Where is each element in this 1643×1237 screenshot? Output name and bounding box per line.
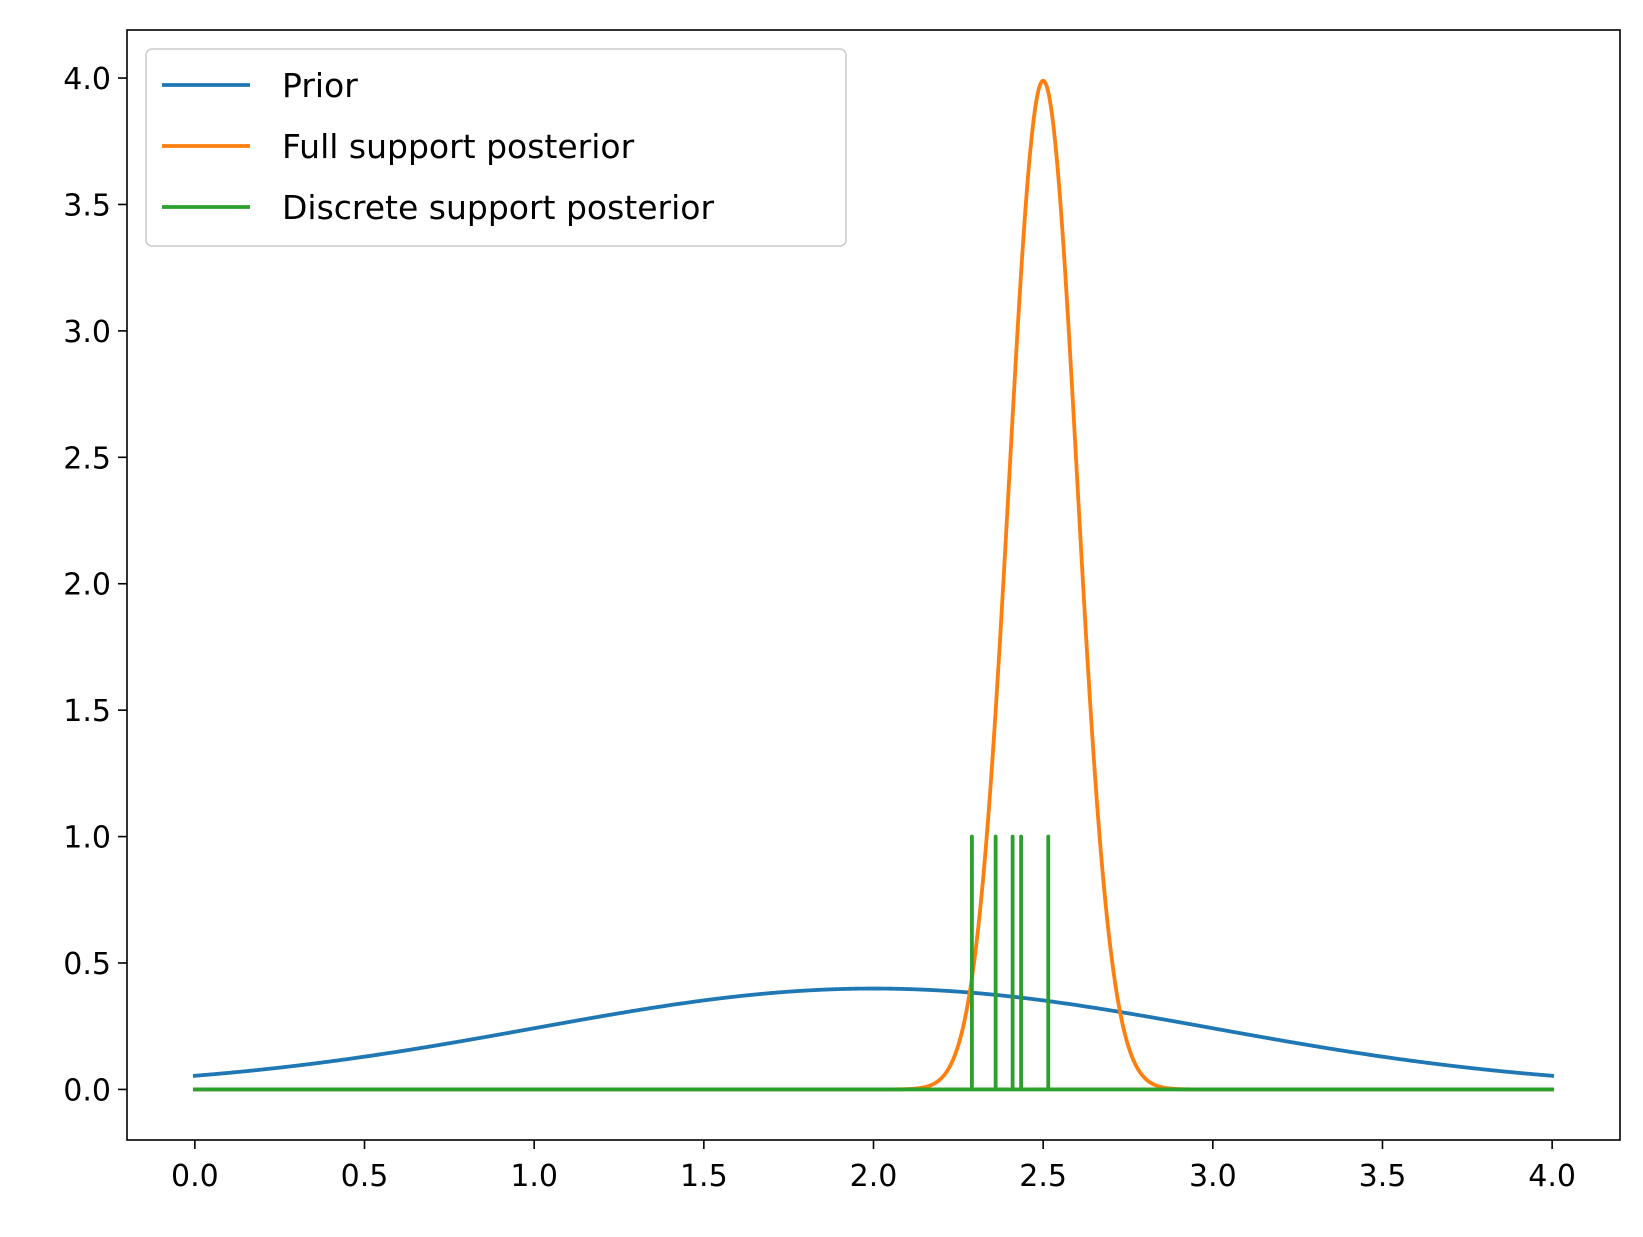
x-tick-label: 1.5 [680,1159,728,1194]
x-tick-label: 1.0 [510,1159,558,1194]
x-tick-label: 3.5 [1359,1159,1407,1194]
legend-box [145,48,847,247]
legend-label: Full support posterior [282,127,635,166]
y-tick-label: 1.5 [63,694,111,729]
y-tick-label: 0.0 [63,1073,111,1108]
y-tick-label: 2.0 [63,568,111,603]
x-tick-label: 2.5 [1019,1159,1067,1194]
y-axis: 0.0 0.5 1.0 1.5 2.0 2.5 3.0 3.5 4.0 [63,62,127,1108]
x-tick-label: 3.0 [1189,1159,1237,1194]
y-tick-label: 1.0 [63,821,111,856]
y-tick-label: 3.5 [63,188,111,223]
x-tick-label: 4.0 [1528,1159,1576,1194]
y-tick-label: 4.0 [63,62,111,97]
x-axis: 0.0 0.5 1.0 1.5 2.0 2.5 3.0 3.5 4.0 [171,1140,1576,1194]
plot-lines [192,78,1555,1092]
y-tick-label: 0.5 [63,947,111,982]
y-tick-label: 3.0 [63,315,111,350]
legend-label: Discrete support posterior [282,188,714,227]
y-tick-label: 2.5 [63,441,111,476]
x-tick-label: 0.5 [341,1159,389,1194]
legend: Prior Full support posterior Discrete supp… [145,48,847,247]
x-tick-label: 0.0 [171,1159,219,1194]
series-line-2 [192,834,1555,1092]
legend-label: Prior [282,66,358,105]
x-tick-label: 2.0 [850,1159,898,1194]
series-line-0 [192,986,1555,1078]
